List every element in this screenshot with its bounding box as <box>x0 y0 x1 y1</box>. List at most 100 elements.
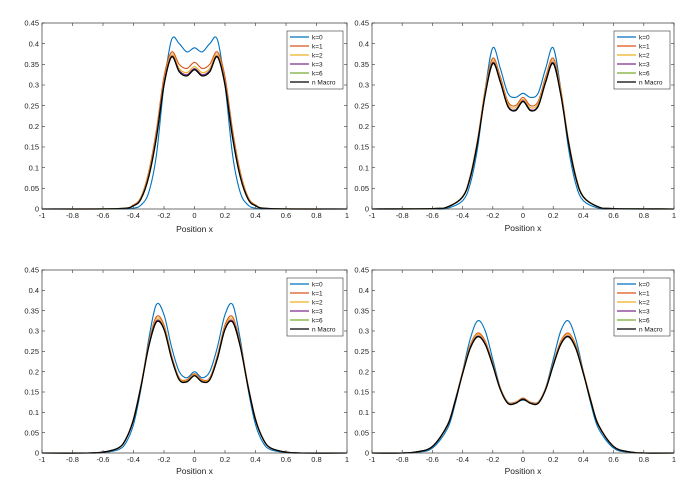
legend-label: k=2 <box>312 52 323 59</box>
x-tick-label: -1 <box>39 211 46 220</box>
legend-label: k=1 <box>312 290 323 297</box>
legend-label: k=3 <box>639 61 650 68</box>
series-line-n-macro <box>41 320 348 454</box>
x-tick-label: 0.6 <box>281 455 291 464</box>
y-tick-label: 0.4 <box>359 286 369 295</box>
chart-panel-top-right: -1 -0.8 -0.6 -0.4 -0.2 0 0.2 0.4 0.6 0.8 1 0 0.05 0.1… <box>348 0 699 245</box>
x-tick-label: 1 <box>672 455 676 464</box>
legend-label: n Macro <box>312 326 336 333</box>
y-tick-label: 0.45 <box>24 266 39 275</box>
series-line-n-macro <box>41 56 348 210</box>
y-tick-label: 0.4 <box>29 39 39 48</box>
legend-label: k=6 <box>312 317 323 324</box>
series-line-n-macro <box>371 335 675 454</box>
chart-panel-bottom-right: -1 -0.8 -0.6 -0.4 -0.2 0 0.2 0.4 0.6 0.8 1 0 0.05 0.1… <box>348 252 699 503</box>
axes-box <box>41 269 348 454</box>
y-tick-label: 0.3 <box>359 327 369 336</box>
chart-top-left: -1 -0.8 -0.6 -0.4 -0.2 0 0.2 0.4 0.6 0.8 1 0 0.05 0.1… <box>24 19 349 234</box>
legend-label: k=6 <box>639 317 650 324</box>
legend-label: k=6 <box>312 70 323 77</box>
x-tick-label: 1 <box>345 211 349 220</box>
x-tick-label: -0.6 <box>97 455 110 464</box>
chart-panel-bottom-left: -1 -0.8 -0.6 -0.4 -0.2 0 0.2 0.4 0.6 0.8 1 0 0.05 0.1… <box>0 252 350 503</box>
y-tick-label: 0.15 <box>354 143 369 152</box>
legend-label: n Macro <box>639 326 663 333</box>
x-tick-label: -1 <box>369 455 376 464</box>
y-tick-label: 0.3 <box>29 327 39 336</box>
x-tick-label: -0.2 <box>486 455 499 464</box>
y-tick-label: 0.35 <box>354 306 369 315</box>
x-axis-label: Position x <box>505 223 543 233</box>
legend-label: k=6 <box>639 70 650 77</box>
y-tick-label: 0.3 <box>359 81 369 90</box>
legend-label: k=1 <box>639 290 650 297</box>
x-tick-label: -0.8 <box>396 455 409 464</box>
x-tick-label: 0 <box>192 455 196 464</box>
x-tick-label: 1 <box>672 211 676 220</box>
x-tick-label: 0.2 <box>220 211 230 220</box>
y-tick-label: 0.1 <box>359 163 369 172</box>
series-line-k-0 <box>371 320 675 454</box>
x-tick-label: -1 <box>369 211 376 220</box>
x-tick-label: -0.4 <box>456 455 469 464</box>
x-tick-label: 0.8 <box>639 211 649 220</box>
x-tick-label: 0.4 <box>578 455 588 464</box>
legend-label: k=1 <box>312 43 323 50</box>
axes-box <box>371 269 675 454</box>
y-tick-label: 0.2 <box>359 122 369 131</box>
legend-box <box>286 30 344 90</box>
y-tick-label: 0.45 <box>354 266 369 275</box>
y-tick-label: 0.05 <box>354 428 369 437</box>
x-tick-label: 1 <box>345 455 349 464</box>
x-tick-label: 0.8 <box>639 455 649 464</box>
legend-label: k=2 <box>312 299 323 306</box>
axes-box <box>371 22 675 210</box>
legend-label: k=2 <box>639 52 650 59</box>
legend-label: k=3 <box>312 308 323 315</box>
x-tick-label: 0 <box>521 211 525 220</box>
x-tick-label: 0.6 <box>608 455 618 464</box>
x-tick-label: 0.8 <box>311 211 321 220</box>
y-tick-label: 0 <box>365 449 369 458</box>
x-tick-label: 0.2 <box>548 211 558 220</box>
y-tick-label: 0.1 <box>359 408 369 417</box>
axes-box <box>41 22 348 210</box>
x-tick-label: 0.2 <box>548 455 558 464</box>
y-tick-label: 0.15 <box>354 388 369 397</box>
y-tick-label: 0.2 <box>29 367 39 376</box>
y-tick-label: 0 <box>35 205 39 214</box>
legend-label: n Macro <box>639 79 663 86</box>
y-tick-label: 0.2 <box>359 367 369 376</box>
x-tick-label: 0.6 <box>608 211 618 220</box>
chart-panel-top-left: -1 -0.8 -0.6 -0.4 -0.2 0 0.2 0.4 0.6 0.8 1 0 0.05 0.1… <box>0 0 350 245</box>
x-axis-label: Position x <box>176 466 214 476</box>
y-tick-label: 0.25 <box>354 101 369 110</box>
x-tick-label: 0.2 <box>220 455 230 464</box>
y-tick-label: 0.3 <box>29 81 39 90</box>
x-tick-label: -0.6 <box>97 211 110 220</box>
y-tick-label: 0.15 <box>24 388 39 397</box>
x-tick-label: -0.8 <box>66 211 79 220</box>
y-tick-label: 0.35 <box>354 60 369 69</box>
legend-label: k=0 <box>312 34 323 41</box>
y-tick-label: 0.35 <box>24 306 39 315</box>
legend-label: k=0 <box>639 281 650 288</box>
legend-label: k=0 <box>312 281 323 288</box>
y-tick-label: 0.1 <box>29 163 39 172</box>
y-tick-label: 0.25 <box>354 347 369 356</box>
y-tick-label: 0.25 <box>24 101 39 110</box>
chart-bottom-left: -1 -0.8 -0.6 -0.4 -0.2 0 0.2 0.4 0.6 0.8 1 0 0.05 0.1… <box>24 266 349 476</box>
series-line-n-macro <box>371 62 675 210</box>
x-tick-label: -0.2 <box>486 211 499 220</box>
y-tick-label: 0.35 <box>24 60 39 69</box>
legend-label: n Macro <box>312 79 336 86</box>
x-tick-label: 0.4 <box>250 455 260 464</box>
legend-label: k=0 <box>639 34 650 41</box>
chart-top-right: -1 -0.8 -0.6 -0.4 -0.2 0 0.2 0.4 0.6 0.8 1 0 0.05 0.1… <box>354 19 676 233</box>
x-axis-label: Position x <box>505 466 543 476</box>
x-tick-label: -0.6 <box>426 455 439 464</box>
series-line-k-0 <box>41 36 348 210</box>
x-tick-label: 0.4 <box>578 211 588 220</box>
x-tick-label: 0.4 <box>250 211 260 220</box>
legend-box <box>613 277 671 337</box>
